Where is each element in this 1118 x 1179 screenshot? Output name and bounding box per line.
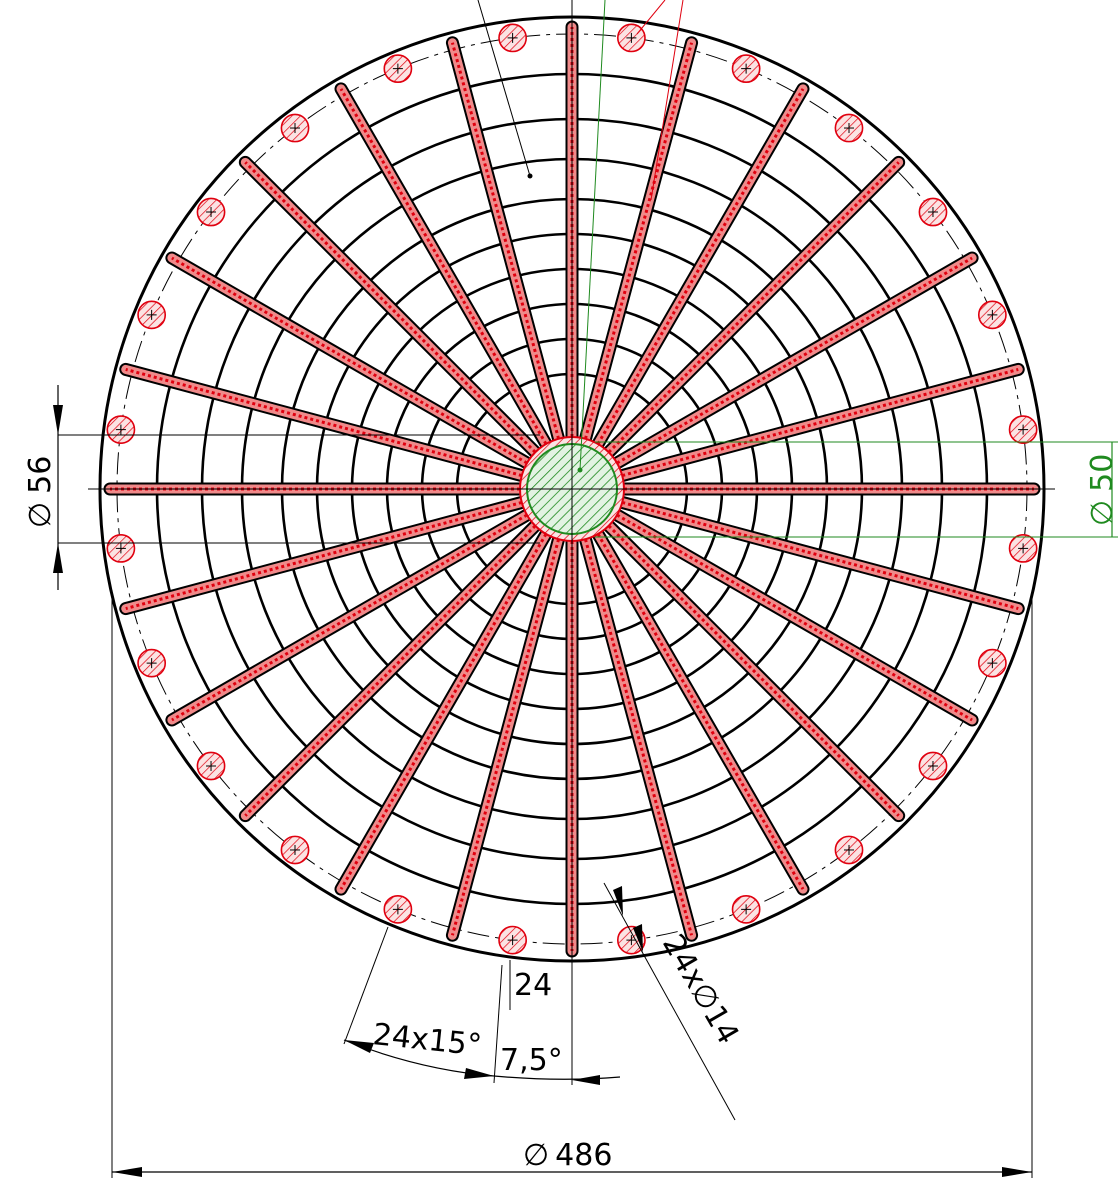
spoke-12 xyxy=(119,495,529,616)
bolt-hole-21 xyxy=(834,113,864,143)
leader-dot-ring xyxy=(527,173,533,179)
dimension-outer: ∅ 486 xyxy=(111,590,1033,1178)
bolt-hole-10 xyxy=(196,751,226,781)
bolt-hole-16 xyxy=(280,113,310,143)
hub-diameter-value: 50 xyxy=(1085,454,1118,492)
spoke-4 xyxy=(602,519,906,823)
spoke-8 xyxy=(445,532,566,942)
leader-line-hole xyxy=(636,0,666,35)
outer-diameter-symbol: ∅ xyxy=(523,1138,549,1173)
spoke-23 xyxy=(610,251,979,470)
dimension-holes: 24x∅14 xyxy=(603,882,745,1121)
spoke-9 xyxy=(334,527,553,896)
angle-offset-label: 7,5° xyxy=(500,1043,563,1078)
spoke-18 xyxy=(445,36,566,446)
outer-diameter-value: 486 xyxy=(555,1138,612,1173)
spoke-count-label: 24 xyxy=(514,968,552,1003)
spoke-6 xyxy=(578,532,699,942)
spoke-16 xyxy=(238,155,542,459)
leader-dot-hub xyxy=(577,467,583,473)
bore-diameter-value: 56 xyxy=(23,456,58,494)
bolt-hole-9 xyxy=(280,835,310,865)
bolt-hole-20 xyxy=(731,54,761,84)
dimension-hub: ∅ 50 xyxy=(595,441,1118,538)
spoke-10 xyxy=(238,519,542,823)
spoke-20 xyxy=(578,36,699,446)
bolt-hole-12 xyxy=(106,533,136,563)
bolt-hole-18 xyxy=(498,23,528,53)
bolt-hole-15 xyxy=(196,197,226,227)
hub-diameter-symbol: ∅ xyxy=(1085,500,1118,526)
angle-pattern-label: 24x15° xyxy=(371,1017,483,1063)
dimension-angles: 24x15° 7,5° xyxy=(343,926,621,1085)
bolt-hole-1 xyxy=(1008,533,1038,563)
spoke-15 xyxy=(165,251,534,470)
svg-text:∅56: ∅ 56 xyxy=(23,456,58,528)
leader-line-hub xyxy=(579,0,606,471)
bolt-hole-2 xyxy=(977,648,1007,678)
leader-line-ring xyxy=(477,0,531,177)
bolt-hole-19 xyxy=(616,23,646,53)
svg-text:∅486: ∅ 486 xyxy=(523,1138,612,1173)
bolt-hole-5 xyxy=(731,894,761,924)
spoke-5 xyxy=(591,527,810,896)
bolt-hole-23 xyxy=(977,300,1007,330)
bolt-hole-14 xyxy=(137,300,167,330)
dimension-spoke-count: 24 xyxy=(509,960,552,1010)
bore-diameter-symbol: ∅ xyxy=(23,502,58,528)
bolt-hole-17 xyxy=(383,54,413,84)
bolt-hole-11 xyxy=(137,648,167,678)
bolt-hole-8 xyxy=(383,894,413,924)
dimension-bore: ∅ 56 xyxy=(23,385,540,590)
bolt-hole-4 xyxy=(834,835,864,865)
spoke-17 xyxy=(334,82,553,451)
spoke-22 xyxy=(602,155,906,459)
holes-label: 24x∅14 xyxy=(655,929,745,1051)
spoke-3 xyxy=(610,508,979,727)
bolt-hole-13 xyxy=(106,415,136,445)
bolt-hole-7 xyxy=(498,925,528,955)
spoke-21 xyxy=(591,82,810,451)
bolt-hole-3 xyxy=(918,751,948,781)
svg-text:∅50: ∅ 50 xyxy=(1085,454,1118,526)
bolt-hole-22 xyxy=(918,197,948,227)
spoke-24 xyxy=(615,362,1025,483)
spoke-14 xyxy=(119,362,529,483)
spoke-2 xyxy=(615,495,1025,616)
leader-line-spoke xyxy=(650,0,684,201)
spoke-11 xyxy=(165,508,534,727)
bolt-holes xyxy=(106,23,1038,955)
bolt-hole-24 xyxy=(1008,415,1038,445)
